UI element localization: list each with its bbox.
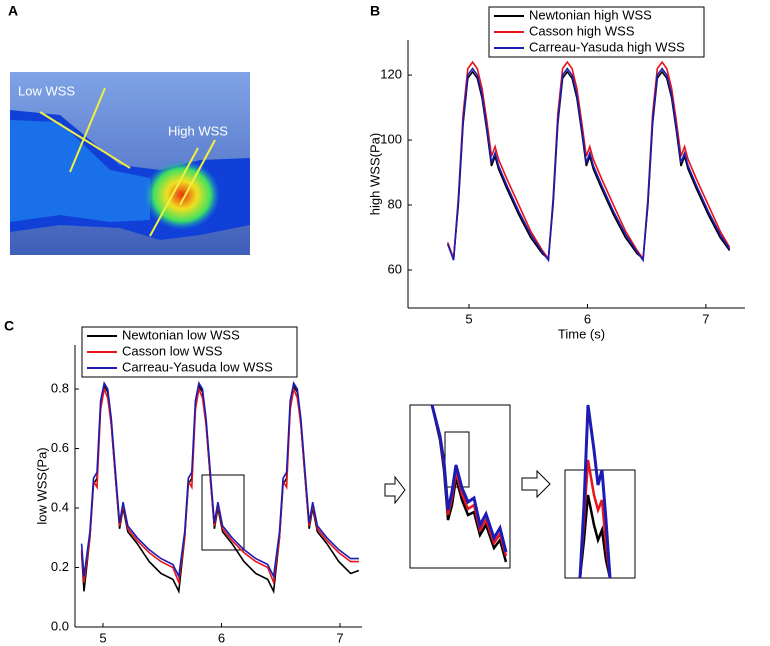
legend-label: Newtonian high WSS bbox=[529, 7, 652, 22]
data-line bbox=[80, 386, 359, 586]
y-tick-label: 0.0 bbox=[51, 618, 69, 633]
vessel-image: Low WSS High WSS bbox=[10, 72, 250, 255]
panel-label: A bbox=[8, 3, 18, 19]
legend-label: Casson low WSS bbox=[122, 343, 223, 358]
legend-label: Newtonian low WSS bbox=[122, 327, 240, 342]
y-tick-label: 120 bbox=[380, 67, 402, 82]
y-tick-label: 100 bbox=[380, 131, 402, 146]
x-tick-label: 6 bbox=[584, 311, 591, 326]
y-tick-label: 80 bbox=[388, 196, 402, 211]
image-label: Low WSS bbox=[18, 83, 75, 98]
x-tick-label: 7 bbox=[702, 311, 709, 326]
data-line bbox=[446, 60, 731, 261]
legend-box bbox=[81, 326, 298, 378]
legend-label: Casson high WSS bbox=[529, 23, 635, 38]
data-line bbox=[80, 380, 359, 580]
legend-box bbox=[488, 6, 705, 58]
image-label: High WSS bbox=[168, 123, 228, 138]
x-tick-label: 5 bbox=[99, 630, 106, 645]
x-tick-label: 5 bbox=[465, 311, 472, 326]
y-axis-label: high WSS(Pa) bbox=[367, 133, 382, 215]
data-line bbox=[80, 383, 360, 595]
legend-label: Carreau-Yasuda low WSS bbox=[122, 359, 273, 374]
x-axis-label: Time (s) bbox=[558, 326, 605, 341]
y-axis-label: low WSS(Pa) bbox=[34, 447, 49, 524]
y-tick-label: 60 bbox=[388, 261, 402, 276]
x-tick-label: 6 bbox=[218, 630, 225, 645]
zoom-inset bbox=[409, 404, 636, 579]
legend-label: Carreau-Yasuda high WSS bbox=[529, 39, 685, 54]
panel-label: B bbox=[370, 3, 380, 19]
zoom-box bbox=[201, 474, 245, 551]
x-tick-label: 7 bbox=[336, 630, 343, 645]
y-tick-label: 0.6 bbox=[51, 440, 69, 455]
arrow bbox=[384, 469, 551, 505]
y-tick-label: 0.8 bbox=[51, 380, 69, 395]
y-tick-label: 0.2 bbox=[51, 559, 69, 574]
y-tick-label: 0.4 bbox=[51, 499, 69, 514]
panel-label: C bbox=[4, 318, 14, 334]
data-line bbox=[446, 67, 731, 263]
